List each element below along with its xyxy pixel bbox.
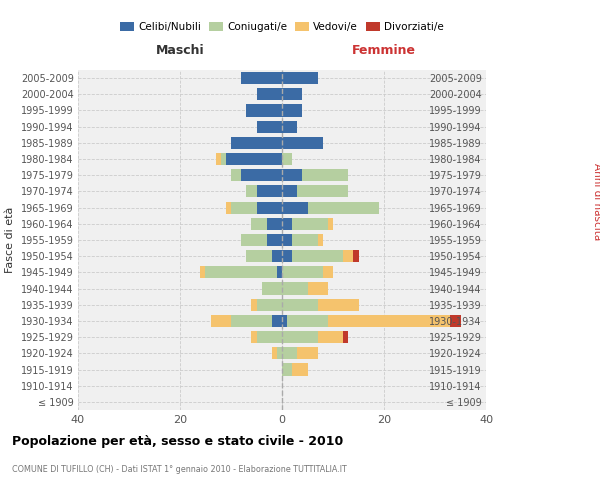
Bar	[282, 202, 308, 213]
Bar	[272, 250, 282, 262]
Text: Popolazione per età, sesso e stato civile - 2010: Popolazione per età, sesso e stato civil…	[12, 435, 343, 448]
Bar	[451, 315, 461, 327]
Bar	[282, 186, 298, 198]
Bar	[200, 266, 205, 278]
Bar	[282, 153, 292, 165]
Bar	[257, 331, 282, 343]
Bar	[231, 169, 241, 181]
Bar	[282, 266, 323, 278]
Bar	[292, 364, 308, 376]
Bar	[246, 104, 282, 117]
Bar	[282, 120, 298, 132]
Bar	[257, 298, 282, 311]
Bar	[231, 202, 257, 213]
Bar	[226, 153, 282, 165]
Bar	[282, 104, 302, 117]
Bar	[282, 282, 308, 294]
Bar	[282, 218, 292, 230]
Bar	[298, 186, 348, 198]
Bar	[205, 266, 277, 278]
Bar	[343, 250, 353, 262]
Bar	[247, 250, 272, 262]
Bar	[272, 315, 282, 327]
Y-axis label: Fasce di età: Fasce di età	[5, 207, 16, 273]
Bar	[231, 137, 282, 149]
Bar	[318, 298, 359, 311]
Bar	[241, 234, 266, 246]
Bar	[287, 315, 328, 327]
Bar	[282, 234, 292, 246]
Bar	[282, 250, 292, 262]
Bar	[298, 348, 318, 360]
Bar	[211, 315, 231, 327]
Bar	[257, 120, 282, 132]
Bar	[282, 364, 292, 376]
Bar	[266, 234, 282, 246]
Bar	[292, 234, 318, 246]
Bar	[272, 348, 277, 360]
Bar	[262, 282, 282, 294]
Bar	[282, 315, 287, 327]
Bar	[282, 88, 302, 101]
Bar	[266, 218, 282, 230]
Bar	[257, 88, 282, 101]
Bar	[292, 250, 343, 262]
Bar	[241, 169, 282, 181]
Text: Anni di nascita: Anni di nascita	[592, 163, 600, 240]
Text: Maschi: Maschi	[155, 44, 205, 58]
Bar	[247, 186, 257, 198]
Legend: Celibi/Nubili, Coniugati/e, Vedovi/e, Divorziati/e: Celibi/Nubili, Coniugati/e, Vedovi/e, Di…	[116, 18, 448, 36]
Bar	[251, 331, 257, 343]
Bar	[343, 331, 349, 343]
Bar	[282, 298, 318, 311]
Bar	[226, 202, 231, 213]
Bar	[277, 348, 282, 360]
Bar	[318, 331, 343, 343]
Bar	[257, 186, 282, 198]
Text: Femmine: Femmine	[352, 44, 416, 58]
Bar	[282, 72, 318, 84]
Bar	[257, 202, 282, 213]
Bar	[221, 153, 226, 165]
Text: COMUNE DI TUFILLO (CH) - Dati ISTAT 1° gennaio 2010 - Elaborazione TUTTITALIA.IT: COMUNE DI TUFILLO (CH) - Dati ISTAT 1° g…	[12, 465, 347, 474]
Bar	[308, 202, 379, 213]
Bar	[323, 266, 333, 278]
Bar	[292, 218, 328, 230]
Bar	[282, 331, 318, 343]
Bar	[282, 137, 323, 149]
Bar	[216, 153, 221, 165]
Bar	[241, 72, 282, 84]
Bar	[353, 250, 359, 262]
Bar	[251, 298, 257, 311]
Bar	[277, 266, 282, 278]
Bar	[328, 218, 333, 230]
Bar	[318, 234, 323, 246]
Bar	[282, 348, 298, 360]
Bar	[328, 315, 451, 327]
Bar	[231, 315, 272, 327]
Bar	[282, 169, 302, 181]
Bar	[308, 282, 328, 294]
Bar	[302, 169, 348, 181]
Bar	[251, 218, 266, 230]
